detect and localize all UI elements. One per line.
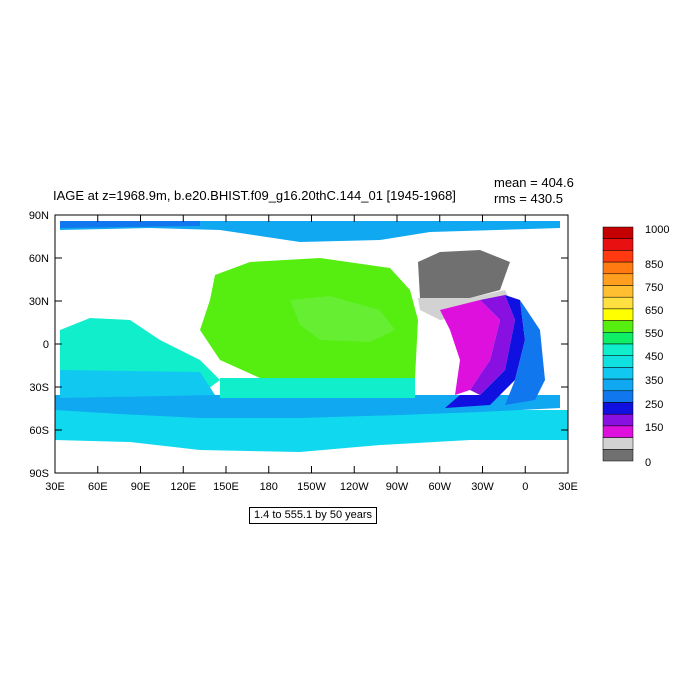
colorbar-label: 550 xyxy=(645,328,663,340)
lon-label: 30E xyxy=(45,481,65,493)
colorbar-label: 0 xyxy=(645,457,651,469)
lat-label: 0 xyxy=(43,339,49,351)
colorbar-swatch xyxy=(602,226,634,239)
lon-label: 30W xyxy=(471,481,494,493)
arctic-deep xyxy=(60,221,200,228)
southern-ocean-band xyxy=(55,410,568,452)
atlantic-east xyxy=(505,300,545,405)
lon-label: 30E xyxy=(558,481,578,493)
colorbar-swatch xyxy=(602,425,634,438)
lat-label: 30S xyxy=(29,382,49,394)
colorbar-swatch xyxy=(602,320,634,333)
ocean-fields xyxy=(55,221,568,452)
colorbar-swatch xyxy=(602,437,634,450)
colorbar-swatch xyxy=(602,402,634,415)
colorbar-swatch xyxy=(602,390,634,403)
plot-title: IAGE at z=1968.9m, b.e20.BHIST.f09_g16.2… xyxy=(53,188,456,203)
lon-label: 60W xyxy=(428,481,451,493)
lat-label: 30N xyxy=(29,296,49,308)
atlantic-magenta xyxy=(440,300,500,395)
lon-label: 60E xyxy=(88,481,108,493)
lon-label: 150W xyxy=(297,481,326,493)
lon-label: 120E xyxy=(170,481,196,493)
colorbar-label: 250 xyxy=(645,399,663,411)
colorbar-swatch xyxy=(602,343,634,356)
colorbar-swatch xyxy=(602,355,634,368)
colorbar-swatch xyxy=(602,238,634,251)
indian-ocean-south xyxy=(60,370,215,398)
colorbar-swatch xyxy=(602,332,634,345)
lat-label: 60N xyxy=(29,253,49,265)
pacific-south xyxy=(220,378,415,398)
range-note: 1.4 to 555.1 by 50 years xyxy=(249,507,378,524)
atlantic-gray xyxy=(418,250,510,298)
lat-label: 90S xyxy=(29,468,49,480)
colorbar-swatch xyxy=(602,308,634,321)
rms-stat: rms = 430.5 xyxy=(494,191,564,206)
colorbar-swatch xyxy=(602,261,634,275)
colorbar-label: 750 xyxy=(645,282,663,294)
colorbar-label: 150 xyxy=(645,422,663,434)
colorbar-label: 650 xyxy=(645,305,663,317)
lon-label: 0 xyxy=(522,481,528,493)
lon-label: 150E xyxy=(213,481,239,493)
colorbar: 1000 850 750 650 550 450 350 250 150 0 xyxy=(602,224,669,469)
mean-stat: mean = 404.6 xyxy=(494,175,574,190)
arctic-band xyxy=(60,221,560,242)
lat-label: 60S xyxy=(29,425,49,437)
colorbar-label: 1000 xyxy=(645,224,669,236)
lon-label: 90W xyxy=(386,481,409,493)
lon-label: 120W xyxy=(340,481,369,493)
colorbar-label: 450 xyxy=(645,351,663,363)
latitude-axis: 90N 60N 30N 0 30S 60S 90S xyxy=(29,210,568,480)
lon-label: 90E xyxy=(131,481,151,493)
colorbar-label: 350 xyxy=(645,375,663,387)
southern-ocean-deep xyxy=(55,395,560,418)
colorbar-swatch xyxy=(602,250,634,263)
lat-label: 90N xyxy=(29,210,49,222)
colorbar-swatch xyxy=(602,449,634,462)
colorbar-swatch xyxy=(602,367,634,380)
pacific-core xyxy=(290,296,395,342)
colorbar-swatch xyxy=(602,273,634,286)
colorbar-swatch xyxy=(602,378,634,392)
colorbar-swatch xyxy=(602,285,634,298)
colorbar-swatch xyxy=(602,296,634,310)
atlantic-blue xyxy=(445,295,525,408)
longitude-axis: 30E 60E 90E 120E 150E 180 150W 120W 90W 60W 30W 0 30… xyxy=(45,215,578,493)
colorbar-label: 850 xyxy=(645,259,663,271)
colorbar-swatch xyxy=(602,413,634,427)
lon-label: 180 xyxy=(260,481,278,493)
atlantic-purple xyxy=(470,295,515,395)
